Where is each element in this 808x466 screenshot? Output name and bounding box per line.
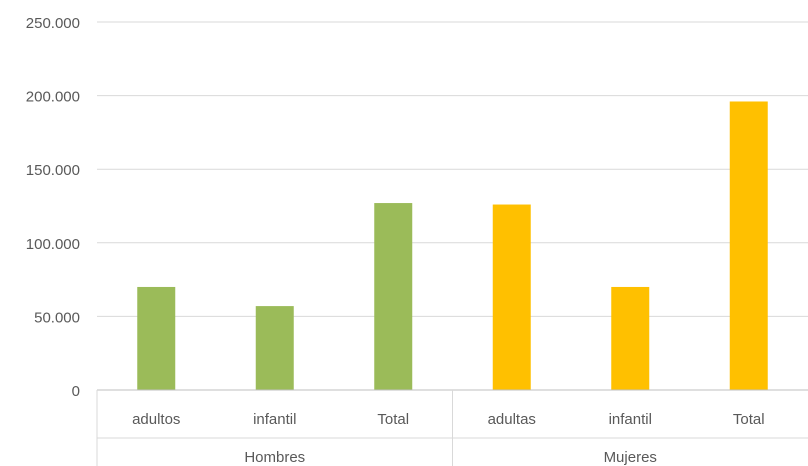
bars xyxy=(137,101,768,390)
bar-hombres-adultos xyxy=(137,286,176,390)
bar-mujeres-adultas xyxy=(492,204,531,390)
x-category-label: adultas xyxy=(488,411,536,428)
x-category-label: Total xyxy=(733,411,765,428)
y-tick-label: 100.000 xyxy=(26,236,80,253)
bar-mujeres-infantil xyxy=(611,286,650,390)
y-tick-label: 250.000 xyxy=(26,15,80,32)
y-tick-label: 50.000 xyxy=(34,309,80,326)
x-category-label: adultos xyxy=(132,411,180,428)
x-group-label: Hombres xyxy=(244,449,305,466)
bar-hombres-infantil xyxy=(255,306,294,390)
gridlines xyxy=(97,21,808,317)
x-axis: adultos infantil Total adultas infantil Total… xyxy=(96,389,808,466)
y-tick-label: 200.000 xyxy=(26,89,80,106)
x-group-label: Mujeres xyxy=(604,449,657,466)
y-tick-label: 150.000 xyxy=(26,162,80,179)
bar-mujeres-total xyxy=(729,101,768,390)
bar-hombres-total xyxy=(374,203,413,390)
x-category-label: Total xyxy=(377,411,409,428)
y-tick-label: 0 xyxy=(72,383,80,400)
y-axis-ticks: 0 50.000 100.000 150.000 200.000 250.000 xyxy=(26,15,80,400)
x-category-label: infantil xyxy=(253,411,296,428)
x-category-label: infantil xyxy=(609,411,652,428)
